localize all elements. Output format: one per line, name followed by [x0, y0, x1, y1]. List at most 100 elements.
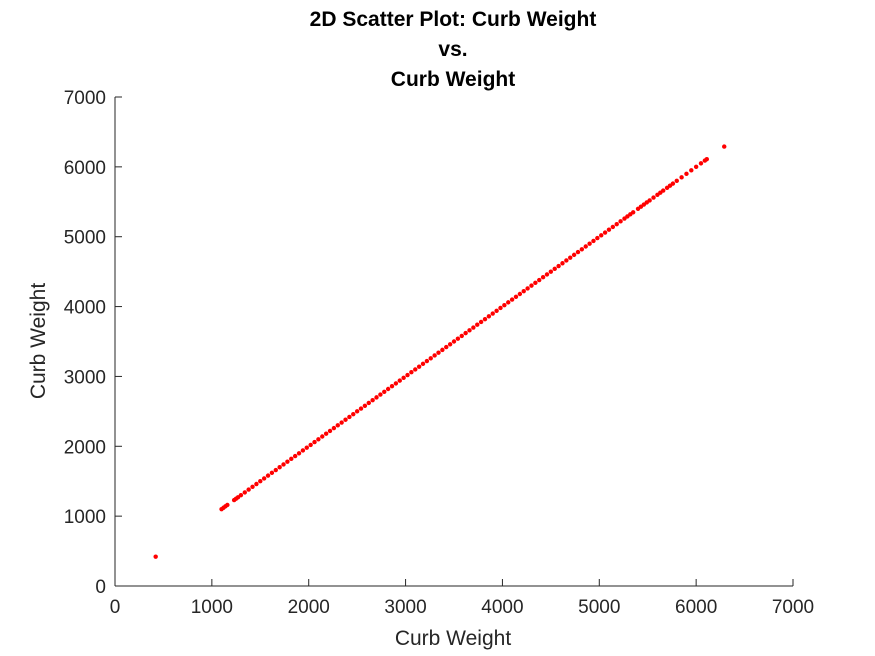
scatter-point — [246, 487, 251, 492]
scatter-point — [323, 431, 329, 436]
y-tick-label: 7000 — [64, 88, 106, 109]
scatter-point — [339, 420, 344, 425]
scatter-point — [440, 347, 445, 353]
x-tick-label: 1000 — [191, 597, 233, 618]
scatter-point — [304, 445, 309, 450]
scatter-point — [432, 353, 437, 358]
y-axis-ticks: 0 1000 2000 3000 4000 5000 6000 7000 — [64, 88, 122, 598]
y-tick-label: 2000 — [64, 437, 106, 458]
chart-title-line-3: Curb Weight — [391, 68, 515, 91]
scatter-point — [382, 389, 387, 394]
scatter-point — [698, 161, 704, 166]
y-tick-label: 0 — [95, 577, 106, 598]
scatter-point — [292, 453, 298, 459]
scatter-point — [544, 272, 550, 277]
scatter-point — [420, 361, 426, 367]
scatter-point — [261, 476, 267, 481]
scatter-point — [490, 311, 495, 316]
scatter-point — [265, 473, 271, 478]
x-axis-ticks: 0 1000 2000 3000 4000 5000 6000 7000 — [110, 579, 814, 618]
scatter-point — [296, 451, 302, 456]
scatter-point — [393, 381, 399, 386]
scatter-point — [455, 336, 461, 341]
scatter-point — [281, 462, 286, 467]
scatter-point — [312, 439, 317, 445]
scatter-point — [416, 364, 422, 369]
scatter-point — [374, 395, 379, 400]
x-tick-label: 7000 — [772, 597, 814, 618]
scatter-point — [525, 286, 530, 291]
scatter-point — [389, 384, 395, 389]
scatter-point — [351, 411, 356, 417]
scatter-point — [494, 308, 499, 313]
scatter-point — [273, 467, 278, 473]
y-tick-label: 6000 — [64, 158, 106, 179]
scatter-point — [335, 423, 340, 428]
scatter-point — [354, 409, 360, 414]
scatter-point — [647, 198, 652, 203]
scatter-point — [506, 300, 511, 305]
scatter-point — [451, 339, 457, 344]
scatter-point — [670, 181, 676, 186]
scatter-point — [254, 481, 259, 487]
scatter-point — [331, 425, 337, 431]
scatter-point — [320, 434, 325, 439]
scatter-point — [225, 502, 230, 508]
scatter-point — [521, 289, 526, 294]
scatter-point — [409, 370, 414, 375]
scatter-point — [575, 249, 581, 255]
scatter-point — [571, 252, 577, 258]
scatter-point — [533, 280, 538, 286]
scatter-point — [540, 275, 546, 280]
scatter-point — [704, 156, 709, 162]
scatter-point — [583, 244, 588, 249]
scatter-point — [308, 442, 313, 448]
scatter-point — [486, 314, 492, 319]
x-tick-label: 2000 — [288, 597, 330, 618]
x-tick-label: 3000 — [384, 597, 426, 618]
scatter-point — [610, 224, 616, 230]
scatter-point — [552, 266, 557, 272]
scatter-point — [327, 428, 333, 434]
y-tick-label: 4000 — [64, 298, 106, 319]
scatter-point — [258, 479, 263, 484]
scatter-point — [378, 392, 383, 397]
x-tick-label: 6000 — [675, 597, 717, 618]
scatter-point — [285, 459, 290, 464]
x-tick-label: 4000 — [481, 597, 523, 618]
scatter-point — [579, 247, 585, 252]
scatter-point — [478, 319, 484, 325]
scatter-point — [370, 397, 375, 403]
scatter-point — [428, 356, 433, 361]
scatter-point — [630, 210, 636, 215]
chart-title-line-2: vs. — [438, 38, 467, 61]
scatter-point — [560, 261, 565, 266]
scatter-point — [316, 437, 321, 442]
scatter-point — [397, 378, 402, 383]
scatter-point — [385, 386, 391, 392]
scatter-point — [651, 195, 656, 200]
y-axis-label: Curb Weight — [27, 283, 50, 399]
scatter-point — [606, 227, 612, 232]
scatter-point — [509, 297, 515, 302]
scatter-point — [300, 448, 306, 453]
x-tick-label: 0 — [110, 597, 121, 618]
y-tick-label: 1000 — [64, 507, 106, 528]
scatter-point — [405, 372, 410, 378]
scatter-point — [564, 258, 569, 263]
scatter-point — [347, 414, 352, 420]
scatter-point — [614, 221, 619, 227]
scatter-point — [238, 492, 244, 498]
scatter-points — [153, 144, 727, 559]
x-tick-label: 5000 — [578, 597, 620, 618]
scatter-point — [556, 263, 561, 269]
scatter-point — [153, 554, 158, 559]
scatter-point — [366, 400, 371, 406]
scatter-point — [362, 403, 368, 408]
scatter-point — [444, 344, 449, 350]
scatter-point — [277, 465, 282, 470]
scatter-point — [595, 235, 600, 241]
scatter-point — [537, 277, 542, 283]
scatter-point — [591, 238, 596, 244]
